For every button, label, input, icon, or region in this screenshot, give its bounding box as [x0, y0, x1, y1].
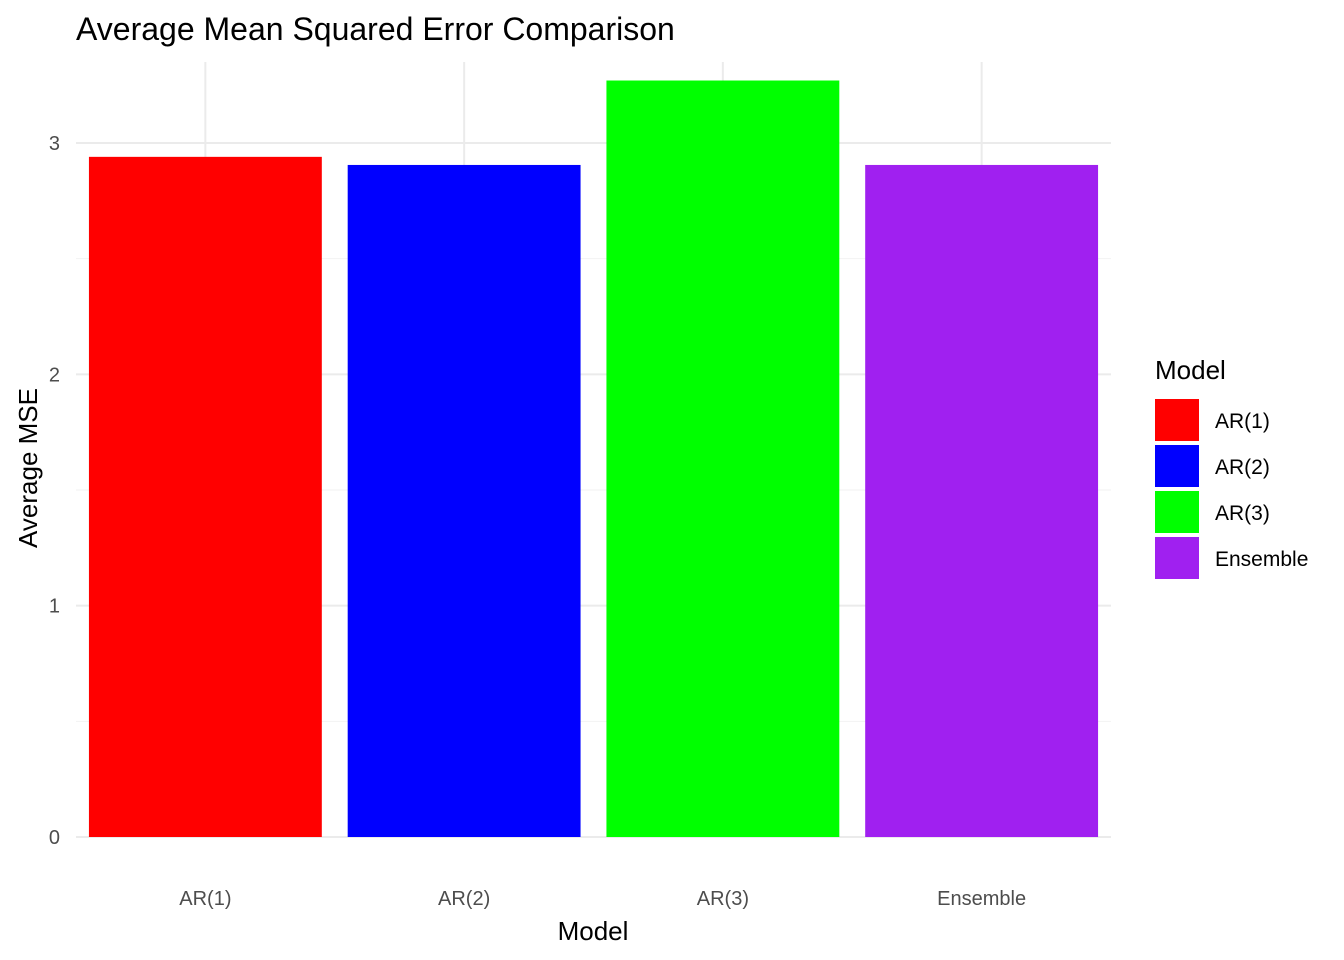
legend-title: Model	[1155, 355, 1226, 385]
legend-label: Ensemble	[1215, 548, 1308, 571]
legend-key	[1155, 445, 1199, 487]
bars	[88, 80, 1099, 838]
legend: Model AR(1) AR(2) AR(3) Ensemble	[1155, 355, 1308, 579]
legend-key	[1155, 537, 1199, 579]
legend-label: AR(3)	[1215, 502, 1270, 525]
bar-1	[347, 164, 581, 837]
y-tick-labels: 0 1 2 3	[49, 133, 60, 849]
x-tick-labels: AR(1) AR(2) AR(3) Ensemble	[179, 888, 1026, 910]
chart-title: Average Mean Squared Error Comparison	[76, 11, 675, 47]
bar-2	[606, 80, 840, 838]
y-axis-title: Average MSE	[13, 388, 43, 548]
y-tick-label: 3	[49, 133, 60, 155]
x-tick-label: AR(3)	[697, 888, 749, 910]
x-axis-title: Model	[558, 916, 629, 946]
y-tick-label: 1	[49, 596, 60, 618]
bar-0	[88, 156, 322, 837]
legend-key	[1155, 399, 1199, 441]
legend-label: AR(2)	[1215, 456, 1270, 479]
legend-label: AR(1)	[1215, 410, 1270, 433]
bar-3	[865, 164, 1099, 837]
x-tick-label: Ensemble	[937, 888, 1026, 910]
x-tick-label: AR(1)	[179, 888, 231, 910]
y-tick-label: 0	[49, 827, 60, 849]
x-tick-label: AR(2)	[438, 888, 490, 910]
y-tick-label: 2	[49, 364, 60, 386]
legend-key	[1155, 491, 1199, 533]
